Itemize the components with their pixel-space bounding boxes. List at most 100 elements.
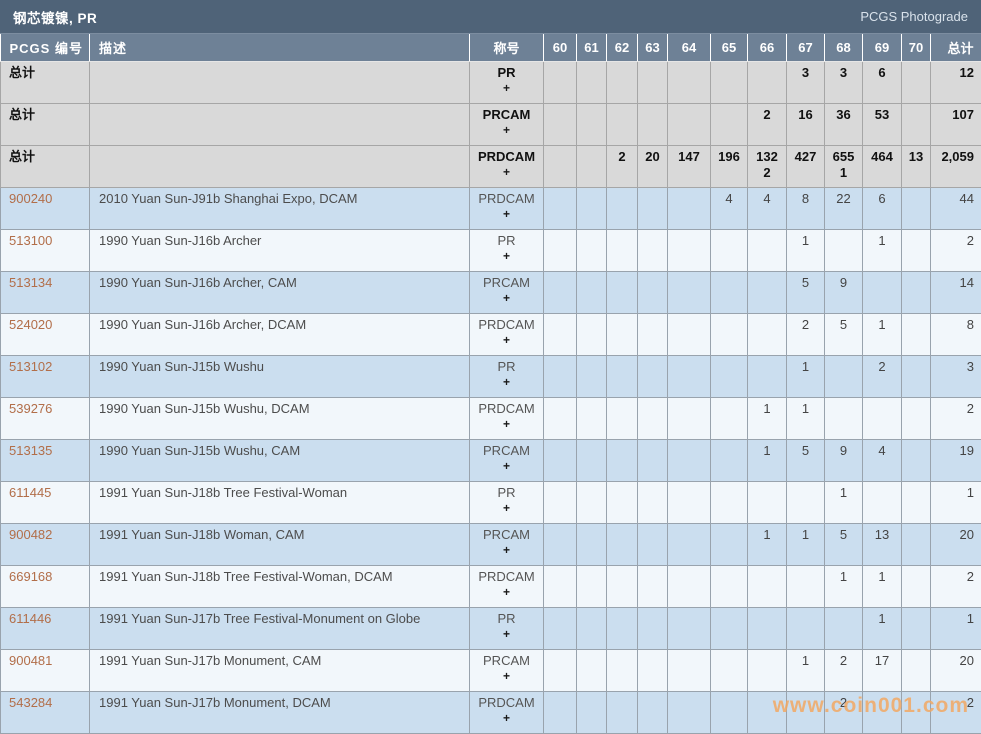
grade-count: 2 [801,316,810,332]
designation-label: PRDCAM [478,190,535,206]
expand-plus-link[interactable]: + [502,500,510,515]
designation-label: PR [497,358,516,374]
pcgs-number-link[interactable]: 524020 [9,316,53,332]
table-row: 513102 1990 Yuan Sun-J15b Wushu PR +1 2 3 [0,354,981,398]
grade-count: 2 [618,148,626,164]
expand-plus-link[interactable]: + [502,584,510,599]
pcgs-number-link[interactable]: 669168 [9,568,53,584]
row-total: 2,059 [941,148,974,164]
column-header-66: 66 [747,34,787,62]
expand-plus-link[interactable]: + [502,710,510,725]
coin-description: 1990 Yuan Sun-J15b Wushu, CAM [99,442,301,458]
expand-plus-link[interactable]: + [502,542,510,557]
expand-plus-link[interactable]: + [502,164,510,179]
population-table: PCGS 编号 描述 称号 60 61 62 63 64 65 66 67 68… [0,34,981,734]
designation-label: PR [497,232,516,248]
designation-label: PRDCAM [477,148,536,164]
expand-plus-link[interactable]: + [502,332,510,347]
grade-count: 464 [871,148,893,164]
expand-plus-link[interactable]: + [502,248,510,263]
grade-count: 4 [878,442,886,458]
expand-plus-link[interactable]: + [502,626,510,641]
row-total: 19 [959,442,974,458]
expand-plus-link[interactable]: + [502,458,510,473]
row-total: 44 [959,190,974,206]
grade-count: 13 [874,526,890,542]
grade-count: 655 [832,148,855,164]
grade-count: 3 [801,64,810,80]
total-row-label: 总计 [9,148,36,164]
table-row: 543284 1991 Yuan Sun-J17b Monument, DCAM P… [0,690,981,734]
designation-label: PR [497,64,516,80]
column-header-65: 65 [710,34,748,62]
row-total: 107 [952,106,974,122]
grade-count: 147 [678,148,700,164]
pcgs-number-link[interactable]: 513135 [9,442,53,458]
grade-count: 13 [908,148,924,164]
column-header-67: 67 [786,34,825,62]
table-row: 524020 1990 Yuan Sun-J16b Archer, DCAM PRD… [0,312,981,356]
pcgs-number-link[interactable]: 611446 [9,610,52,626]
pcgs-number-link[interactable]: 513100 [9,232,53,248]
expand-plus-link[interactable]: + [502,374,510,389]
designation-label: PRDCAM [478,316,535,332]
pcgs-number-link[interactable]: 539276 [9,400,53,416]
coin-description: 1991 Yuan Sun-J17b Monument, CAM [99,652,322,668]
expand-plus-link[interactable]: + [502,122,510,137]
grade-count: 1 [801,358,810,374]
designation-label: PRDCAM [478,568,535,584]
grade-count: 1 [763,442,771,458]
grade-count: 1 [801,652,810,668]
pcgs-number-link[interactable]: 900240 [9,190,53,206]
summary-row: 总计 PRCAM +2 16 36 53 107 [0,102,981,146]
grade-count: 6 [878,190,886,206]
expand-plus-link[interactable]: + [502,668,510,683]
grade-count: 20 [645,148,660,164]
expand-plus-link[interactable]: + [502,416,510,431]
row-total: 20 [959,526,974,542]
pcgs-number-link[interactable]: 513102 [9,358,53,374]
coin-description: 1991 Yuan Sun-J18b Woman, CAM [99,526,305,542]
grade-count: 1 [878,316,886,332]
header-row: PCGS 编号 描述 称号 60 61 62 63 64 65 66 67 68… [0,34,981,62]
table-row: 611445 1991 Yuan Sun-J18b Tree Festival-W… [0,480,981,524]
row-total: 14 [959,274,974,290]
expand-plus-link[interactable]: + [502,290,510,305]
designation-label: PRCAM [483,526,530,542]
summary-row: 总计 PRDCAM +2 20 147 196 132 2 427 655 1 464 13 2,059 [0,144,981,188]
coin-description: 1991 Yuan Sun-J18b Tree Festival-Woman [99,484,348,500]
pcgs-number-link[interactable]: 611445 [9,484,52,500]
row-total: 2 [966,694,974,710]
table-row: 611446 1991 Yuan Sun-J17b Tree Festival-M… [0,606,981,650]
row-total: 2 [966,400,974,416]
grade-count: 16 [798,106,813,122]
row-total: 1 [966,610,974,626]
row-total: 8 [966,316,974,332]
grade-count: 1 [839,568,848,584]
pcgs-number-link[interactable]: 543284 [9,694,53,710]
pcgs-number-link[interactable]: 513134 [9,274,53,290]
grade-count: 53 [874,106,890,122]
grade-count: 17 [874,652,890,668]
grade-count: 36 [836,106,851,122]
grade-count: 2 [839,652,848,668]
grade-count: 5 [839,526,848,542]
column-header-description: 描述 [89,34,470,62]
pcgs-number-link[interactable]: 900482 [9,526,53,542]
grade-count: 8 [801,190,810,206]
coin-description: 1991 Yuan Sun-J18b Tree Festival-Woman, … [99,568,393,584]
grade-count: 2 [839,694,848,710]
expand-plus-link[interactable]: + [502,206,510,221]
designation-label: PR [497,484,516,500]
table-body: 总计 PR +3 3 6 12 总计 PRCAM +2 16 36 53 107 总计 PRDCAM +2 20… [0,60,981,734]
grade-count: 196 [718,148,740,164]
grade-count: 1 [801,400,810,416]
pcgs-number-link[interactable]: 900481 [9,652,53,668]
table-row: 513100 1990 Yuan Sun-J16b Archer PR +1 1 2 [0,228,981,272]
expand-plus-link[interactable]: + [502,80,510,95]
table-row: 513135 1990 Yuan Sun-J15b Wushu, CAM PRCAM… [0,438,981,482]
column-header-designation: 称号 [469,34,544,62]
designation-label: PR [497,610,516,626]
designation-label: PRCAM [482,106,531,122]
column-header-68: 68 [824,34,863,62]
